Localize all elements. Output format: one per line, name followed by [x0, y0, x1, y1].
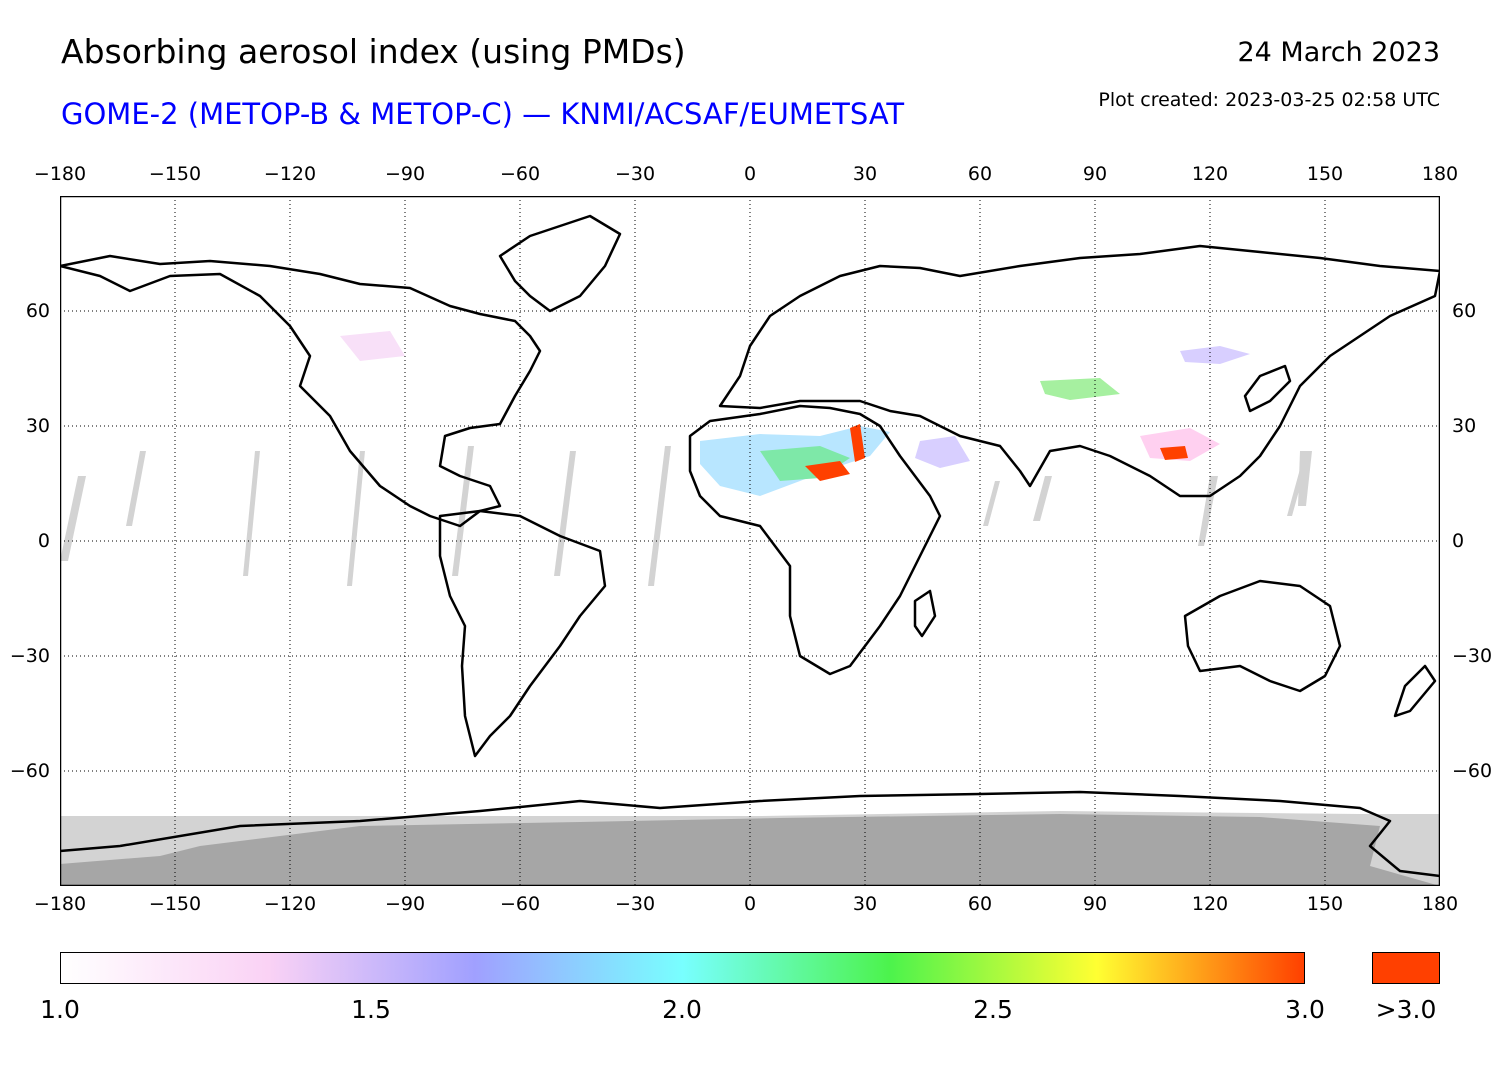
china-plume [1140, 428, 1220, 461]
south-china-hotspot [1160, 446, 1188, 460]
map-title: Absorbing aerosol index (using PMDs) [61, 32, 686, 71]
colorbar-label: 1.0 [40, 995, 80, 1024]
graticule [60, 196, 1440, 886]
lat-tick-right: −60 [1452, 760, 1493, 782]
lon-tick-top: −90 [384, 163, 426, 185]
lon-tick-top: −180 [33, 163, 87, 185]
lon-tick-bottom: −180 [33, 893, 87, 915]
mongolia-plume [1180, 346, 1250, 364]
north-america-coast [60, 254, 542, 528]
lon-tick-bottom: −120 [263, 893, 317, 915]
arabia-plume [915, 436, 970, 468]
lon-tick-bottom: 30 [852, 893, 878, 915]
colorbar [60, 952, 1305, 984]
lon-tick-top: 90 [1082, 163, 1108, 185]
greenland-coast [498, 214, 622, 313]
lon-tick-bottom: 120 [1191, 893, 1229, 915]
lon-tick-bottom: −30 [614, 893, 656, 915]
lat-tick-left: −60 [9, 760, 50, 782]
lat-tick-right: 30 [1452, 415, 1477, 437]
lon-tick-top: 150 [1306, 163, 1344, 185]
map-subtitle: GOME-2 (METOP-B & METOP-C) — KNMI/ACSAF/… [61, 97, 905, 131]
colorbar-over-box [1372, 952, 1440, 984]
colorbar-over-label: >3.0 [1375, 995, 1437, 1024]
lon-tick-bottom: 180 [1421, 893, 1459, 915]
lat-tick-right: −30 [1452, 645, 1493, 667]
aerosol-plumes [340, 331, 1250, 496]
north-america-plume [340, 331, 405, 361]
lat-tick-left: 30 [25, 415, 50, 437]
orbit-gap-stripes [60, 446, 1312, 586]
lon-tick-top: 120 [1191, 163, 1229, 185]
lon-tick-top: −150 [148, 163, 202, 185]
lon-tick-bottom: 90 [1082, 893, 1108, 915]
lon-tick-top: 30 [852, 163, 878, 185]
lon-tick-bottom: 0 [743, 893, 757, 915]
lat-tick-left: −30 [9, 645, 50, 667]
lat-tick-right: 60 [1452, 300, 1477, 322]
lon-tick-bottom: −90 [384, 893, 426, 915]
lat-tick-left: 60 [25, 300, 50, 322]
plot-created-timestamp: Plot created: 2023-03-25 02:58 UTC [1098, 89, 1440, 111]
africa-coast [688, 404, 942, 676]
lon-tick-bottom: −60 [499, 893, 541, 915]
lon-tick-bottom: 60 [967, 893, 993, 915]
lon-tick-top: 60 [967, 163, 993, 185]
map-date: 24 March 2023 [1237, 37, 1440, 68]
lon-tick-bottom: −150 [148, 893, 202, 915]
lat-tick-left: 0 [37, 530, 50, 552]
map-frame [60, 196, 1440, 886]
lon-tick-top: −60 [499, 163, 541, 185]
lat-tick-right: 0 [1452, 530, 1465, 552]
japan-coast [1243, 364, 1292, 413]
colorbar-label: 3.0 [1285, 995, 1325, 1024]
sahara-hotspot [805, 461, 850, 481]
colorbar-label: 2.5 [973, 995, 1013, 1024]
lon-tick-bottom: 150 [1306, 893, 1344, 915]
lon-tick-top: −120 [263, 163, 317, 185]
lon-tick-top: −30 [614, 163, 656, 185]
lon-tick-top: 180 [1421, 163, 1459, 185]
lon-tick-top: 0 [743, 163, 757, 185]
antarctica-coast [60, 790, 1440, 878]
aerosol-index-map [60, 196, 1440, 886]
central-asia-plume [1040, 378, 1120, 400]
colorbar-label: 2.0 [662, 995, 702, 1024]
new-zealand-coast [1393, 664, 1437, 718]
sahara-east-hotspot [850, 424, 865, 462]
madagascar-coast [913, 589, 937, 638]
colorbar-label: 1.5 [351, 995, 391, 1024]
